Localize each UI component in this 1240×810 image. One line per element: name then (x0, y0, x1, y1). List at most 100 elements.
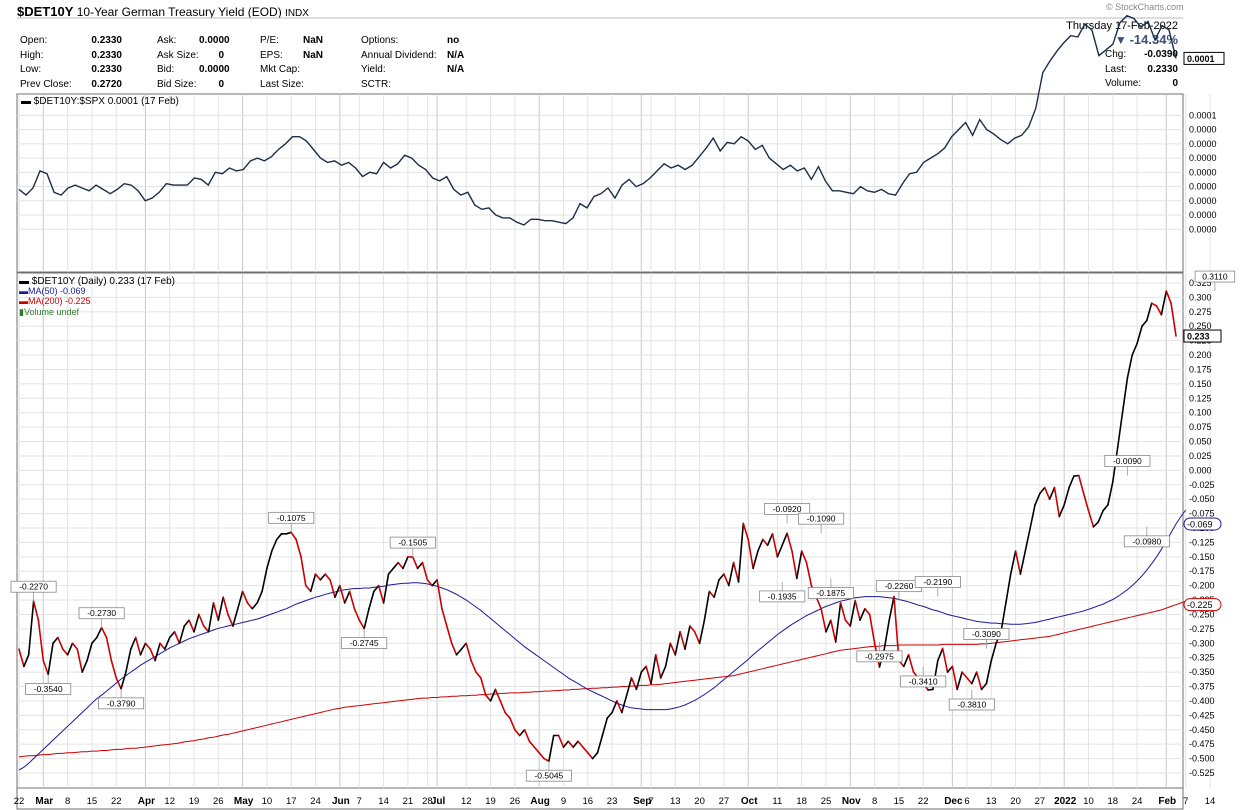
stat-value: 0.2330 (91, 64, 122, 75)
price-segment (139, 642, 147, 656)
price-segment (1150, 302, 1158, 307)
price-panel (16, 272, 1184, 789)
annotation-box (25, 683, 72, 695)
price-segment (956, 671, 963, 691)
price-segment (1116, 411, 1124, 449)
price-segment (970, 671, 978, 685)
price-segment (883, 619, 891, 650)
annotation-box (525, 769, 572, 782)
price-segment (290, 531, 297, 541)
annotation-box (389, 536, 436, 549)
x-tick-label: 18 (1108, 796, 1119, 807)
x-tick-label: 6 (964, 796, 969, 807)
x-tick-label: 21 (403, 796, 414, 807)
price-segment (1034, 492, 1041, 506)
x-tick-label: 26 (213, 796, 224, 807)
price-segment (154, 642, 161, 662)
x-tick-label: Jun (332, 796, 350, 807)
y-tick-label: 0.0000 (1189, 196, 1217, 206)
last-price-label: 0.233 (1187, 332, 1210, 342)
y-tick-label: -0.350 (1189, 667, 1215, 677)
price-segment (698, 619, 706, 645)
x-tick-label: 16 (582, 796, 593, 807)
price-segment (47, 642, 54, 676)
stat-label: P/E: (260, 35, 279, 46)
x-tick-label: 22 (918, 796, 929, 807)
price-segment (859, 607, 866, 622)
price-segment (353, 607, 361, 622)
price-segment (1170, 302, 1177, 337)
price-segment (518, 728, 526, 737)
price-segment (990, 642, 997, 662)
annotation-label: 0.3110 (1202, 272, 1228, 282)
ratio-panel (16, 93, 1184, 273)
price-segment (650, 653, 657, 685)
price-segment (504, 711, 511, 720)
ratio-line (18, 14, 1177, 226)
price-segment (941, 647, 949, 673)
annotation-label: -0.2260 (884, 581, 913, 591)
price-segment (805, 561, 813, 587)
stat-label: Ask: (157, 35, 177, 46)
price-segment (742, 522, 750, 541)
price-segment (105, 636, 113, 662)
x-axis-strip (16, 787, 1184, 810)
price-segment (18, 648, 25, 668)
annotation-box (1194, 270, 1236, 283)
stat-label: Chg: (1105, 49, 1127, 60)
price-segment (222, 596, 229, 616)
price-segment (1097, 509, 1104, 524)
price-segment (309, 573, 317, 593)
price-segment (509, 717, 516, 731)
price-segment (1107, 481, 1114, 506)
price-segment (543, 757, 550, 763)
stat-label: Last: (1105, 63, 1127, 75)
price-segment (499, 700, 506, 714)
x-tick-label: Jul (431, 796, 446, 807)
price-segment (1155, 305, 1163, 316)
annotation-label: -0.3810 (957, 699, 986, 709)
annotation-label: -0.1090 (807, 514, 836, 524)
price-segment (849, 599, 857, 627)
stat-value: 0.2330 (91, 49, 122, 61)
stat-value: 0 (1172, 78, 1178, 89)
price-segment (980, 682, 988, 691)
price-segment (839, 602, 847, 622)
price-segment (747, 538, 754, 570)
price-segment (1073, 474, 1080, 477)
price-segment (61, 648, 69, 656)
ma50-line (18, 509, 1187, 771)
price-segment (1029, 504, 1036, 529)
price-segment (961, 671, 968, 679)
y-tick-label: -0.075 (1189, 509, 1215, 519)
price-segment (567, 740, 575, 748)
price-segment (71, 642, 79, 650)
x-tick-label: 7 (357, 796, 362, 807)
stat-label: Open: (20, 35, 48, 46)
annotation-label: -0.1875 (816, 588, 845, 598)
y-tick-label: 0.050 (1189, 437, 1212, 447)
price-segment (159, 642, 166, 650)
price-segment (168, 630, 176, 639)
price-segment (304, 584, 312, 593)
price-segment (198, 613, 205, 627)
stat-value: 0.2330 (91, 35, 122, 46)
price-segment (1000, 602, 1007, 633)
stat-value: 0 (218, 49, 224, 61)
x-tick-label: 28 (422, 796, 433, 807)
price-segment (416, 561, 424, 570)
x-tick-label: 26 (510, 796, 521, 807)
stat-value: N/A (447, 64, 465, 75)
price-segment (324, 573, 331, 581)
price-segment (217, 596, 224, 622)
ma200-legend: ▬MA(200) -0.225 (19, 296, 91, 306)
price-segment (285, 531, 293, 535)
annotation-label: -0.2975 (865, 651, 894, 661)
price-segment (523, 728, 531, 743)
y-tick-label: 0.000 (1189, 465, 1212, 475)
annotation-label: -0.3410 (909, 676, 938, 686)
x-tick-label: 27 (1035, 796, 1046, 807)
price-segment (42, 659, 50, 676)
x-tick-label: 25 (821, 796, 832, 807)
y-tick-label: -0.050 (1189, 494, 1215, 504)
